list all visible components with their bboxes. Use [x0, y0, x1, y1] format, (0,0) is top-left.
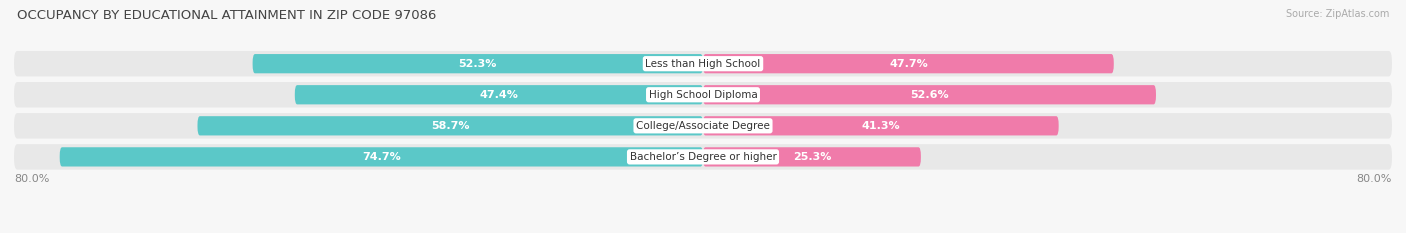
Text: 80.0%: 80.0% [1357, 174, 1392, 184]
Text: Source: ZipAtlas.com: Source: ZipAtlas.com [1285, 9, 1389, 19]
FancyBboxPatch shape [197, 116, 703, 135]
Text: College/Associate Degree: College/Associate Degree [636, 121, 770, 131]
Text: 74.7%: 74.7% [361, 152, 401, 162]
FancyBboxPatch shape [14, 113, 1392, 139]
FancyBboxPatch shape [253, 54, 703, 73]
Text: OCCUPANCY BY EDUCATIONAL ATTAINMENT IN ZIP CODE 97086: OCCUPANCY BY EDUCATIONAL ATTAINMENT IN Z… [17, 9, 436, 22]
Text: 47.4%: 47.4% [479, 90, 519, 100]
FancyBboxPatch shape [295, 85, 703, 104]
Text: Bachelor’s Degree or higher: Bachelor’s Degree or higher [630, 152, 776, 162]
Text: High School Diploma: High School Diploma [648, 90, 758, 100]
Text: 47.7%: 47.7% [889, 59, 928, 69]
FancyBboxPatch shape [59, 147, 703, 167]
FancyBboxPatch shape [14, 82, 1392, 107]
Legend: Owner-occupied, Renter-occupied: Owner-occupied, Renter-occupied [582, 230, 824, 233]
FancyBboxPatch shape [14, 144, 1392, 170]
Text: Less than High School: Less than High School [645, 59, 761, 69]
FancyBboxPatch shape [703, 85, 1156, 104]
Text: 52.3%: 52.3% [458, 59, 496, 69]
Text: 52.6%: 52.6% [910, 90, 949, 100]
FancyBboxPatch shape [703, 116, 1059, 135]
Text: 25.3%: 25.3% [793, 152, 831, 162]
Text: 41.3%: 41.3% [862, 121, 900, 131]
FancyBboxPatch shape [14, 51, 1392, 76]
FancyBboxPatch shape [703, 147, 921, 167]
FancyBboxPatch shape [703, 54, 1114, 73]
Text: 80.0%: 80.0% [14, 174, 49, 184]
Text: 58.7%: 58.7% [432, 121, 470, 131]
